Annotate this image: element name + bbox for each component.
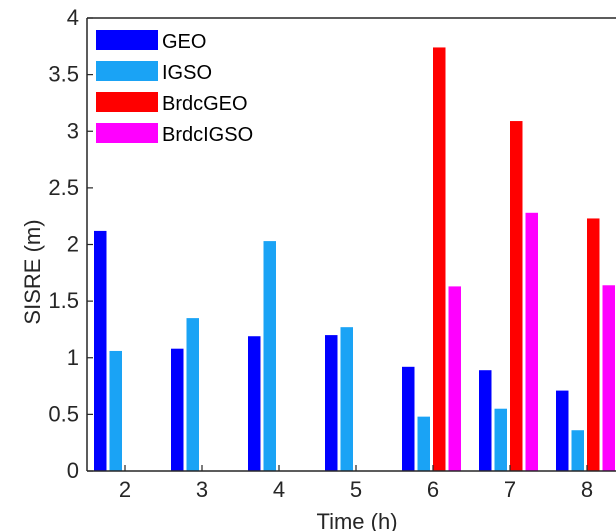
y-tick-label: 0.5 (48, 401, 79, 426)
bar-brdcgeo-6 (433, 47, 446, 471)
bar-geo-8 (556, 390, 569, 471)
bar-geo-3 (171, 348, 184, 471)
bar-igso-4 (263, 241, 276, 471)
x-tick-label: 2 (119, 477, 131, 502)
legend: GEO IGSO BrdcGEO BrdcIGSO (96, 30, 253, 146)
x-tick-label: 3 (196, 477, 208, 502)
x-tick-label: 7 (504, 477, 516, 502)
bar-igso-6 (417, 416, 430, 471)
x-tick-label: 8 (581, 477, 593, 502)
bar-geo-5 (325, 335, 338, 471)
x-tick-label: 5 (350, 477, 362, 502)
y-tick-label: 4 (67, 5, 79, 30)
bar-igso-2 (109, 350, 122, 471)
bars-group (94, 47, 615, 472)
bar-igso-3 (186, 318, 199, 471)
bar-igso-8 (571, 430, 584, 471)
x-ticks-group: 2 3 4 5 6 7 8 (119, 465, 593, 502)
y-tick-label: 1 (67, 345, 79, 370)
bar-geo-7 (479, 370, 492, 471)
legend-label-brdcgeo: BrdcGEO (162, 93, 248, 115)
bar-geo-4 (248, 336, 261, 471)
bar-igso-5 (340, 327, 353, 471)
legend-swatch-brdcgeo (96, 92, 158, 112)
y-tick-label: 3 (67, 118, 79, 143)
y-tick-label: 0 (67, 458, 79, 483)
bar-igso-7 (494, 408, 507, 471)
x-axis-label: Time (h) (316, 509, 397, 531)
y-ticks-group: 0 0.5 1 1.5 2 2.5 3 3.5 4 (48, 5, 93, 483)
x-tick-label: 4 (273, 477, 285, 502)
bar-brdcgeo-8 (587, 218, 600, 471)
y-axis-label: SISRE (m) (20, 219, 45, 324)
legend-label-geo: GEO (162, 31, 206, 53)
y-tick-label: 3.5 (48, 62, 79, 87)
bar-brdcgeo-7 (510, 121, 523, 472)
y-tick-label: 1.5 (48, 288, 79, 313)
x-tick-label: 6 (427, 477, 439, 502)
legend-swatch-igso (96, 61, 158, 81)
legend-label-brdcigso: BrdcIGSO (162, 124, 253, 146)
y-tick-label: 2.5 (48, 175, 79, 200)
bar-geo-6 (402, 366, 415, 471)
bar-brdcigso-8 (602, 285, 615, 471)
y-tick-label: 2 (67, 232, 79, 257)
legend-label-igso: IGSO (162, 62, 212, 84)
bar-brdcigso-6 (448, 286, 461, 471)
bar-geo-2 (94, 230, 107, 471)
bar-brdcigso-7 (525, 212, 538, 472)
legend-swatch-geo (96, 30, 158, 50)
legend-swatch-brdcigso (96, 123, 158, 143)
